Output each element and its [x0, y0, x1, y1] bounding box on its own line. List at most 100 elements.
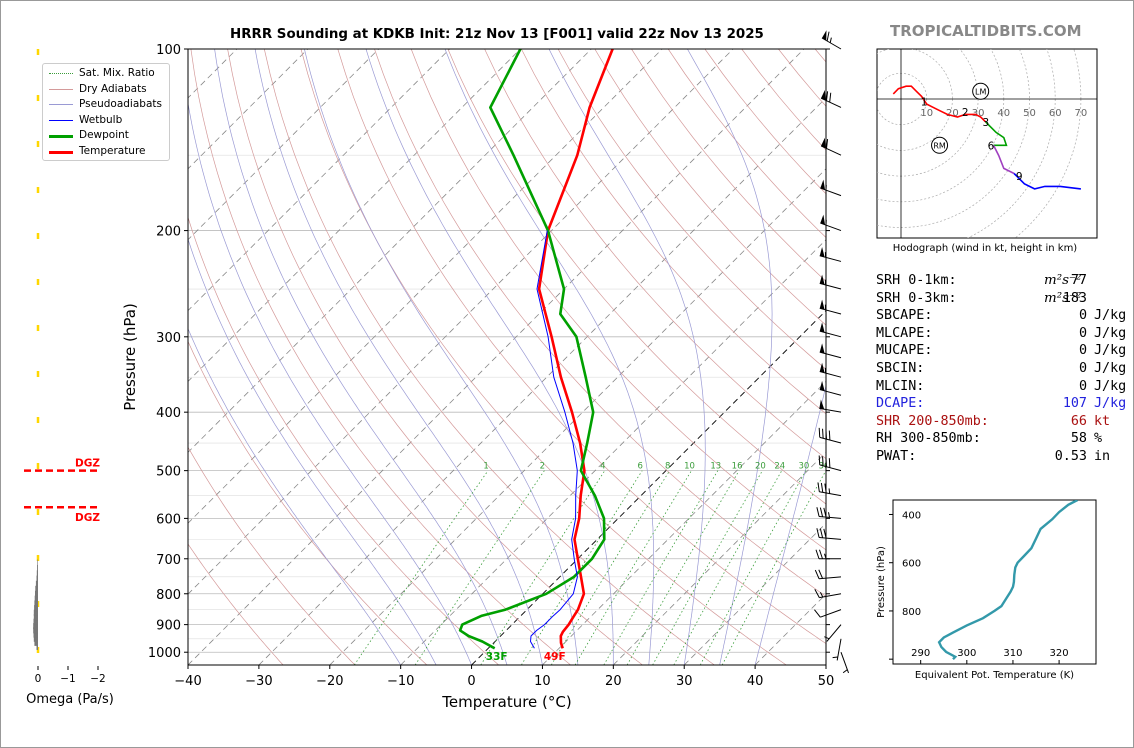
omega-bar	[34, 605, 38, 612]
barb-full	[820, 482, 824, 493]
stat-row: SBCAPE: 0 J/kg	[876, 307, 1126, 325]
barb-full	[818, 427, 821, 438]
barb-full	[816, 507, 820, 517]
mixing-ratio-line	[652, 470, 763, 665]
barb-full	[829, 92, 832, 103]
dry-adiabat	[374, 49, 826, 597]
theta-e-clip	[937, 500, 1079, 661]
barb-flag	[820, 214, 826, 225]
hodograph-segment	[1013, 172, 1081, 190]
mixing-ratio-label: 16	[732, 462, 743, 472]
isotherm-line	[188, 49, 521, 382]
wind-barb	[818, 455, 842, 472]
dry-adiabat	[227, 49, 643, 665]
profile-temperature	[537, 49, 614, 649]
y-tick-label: 600	[156, 512, 181, 527]
legend-item: Dewpoint	[47, 128, 167, 143]
mixing-ratio-label: 4	[600, 462, 605, 472]
legend-swatch	[49, 119, 73, 121]
stat-value: 58	[1070, 431, 1087, 447]
barb-flag	[819, 299, 825, 310]
legend: Sat. Mix. Ratio Dry Adiabats Pseudoadiabat…	[42, 63, 170, 161]
theta-e-x-tick-label: 320	[1050, 648, 1069, 659]
barb-shaft	[819, 464, 842, 472]
hodograph-ring-label: 60	[1049, 108, 1062, 119]
theta-e-x-tick-label: 300	[957, 648, 976, 659]
storm-motion-marker	[931, 136, 949, 154]
legend-swatch	[49, 88, 73, 90]
omega-bar	[36, 570, 38, 577]
omega-x-axis-label: Omega (Pa/s)	[26, 692, 114, 707]
barb-full	[825, 457, 828, 467]
stat-row: SRH 0-3km: 183 m²s⁻²	[876, 290, 1126, 308]
stat-label: SHR 200-850mb:	[876, 413, 989, 429]
stat-unit: m²s⁻²	[1044, 290, 1082, 306]
x-tick-label: −30	[245, 674, 272, 689]
omega-bar	[34, 595, 38, 602]
barb-shaft	[820, 187, 842, 197]
stat-row: SHR 200-850mb: 66 kt	[876, 413, 1126, 431]
dry-adiabat	[521, 49, 826, 415]
barb-full	[822, 456, 824, 466]
barb-full	[824, 483, 827, 494]
x-tick-label: 10	[534, 674, 551, 689]
y-tick-label: 700	[156, 553, 181, 568]
barb-full	[826, 31, 830, 42]
y-tick-label: 800	[156, 588, 181, 603]
stat-value: 0	[1078, 343, 1087, 359]
omega-x-tick-label: −1	[60, 673, 75, 685]
barb-full	[814, 609, 821, 618]
dry-adiabat	[263, 49, 715, 665]
barb-half	[827, 512, 831, 518]
barb-full	[818, 455, 821, 465]
barb-flag	[819, 380, 825, 391]
x-tick-label: 50	[818, 674, 835, 689]
stat-unit: J/kg	[1094, 396, 1127, 412]
barb-shaft	[840, 652, 849, 674]
hodograph-height-label: 1	[921, 97, 928, 109]
mixing-ratio-label: 2	[540, 462, 545, 472]
isotherm-line	[188, 49, 663, 524]
barb-half	[824, 553, 827, 559]
stat-label: MLCIN:	[876, 378, 925, 394]
pseudoadiabat	[754, 383, 826, 665]
theta-e-y-tick-label: 800	[902, 607, 921, 618]
stat-label: SRH 0-1km:	[876, 273, 957, 288]
theta-e-y-axis-label: Pressure (hPa)	[876, 546, 887, 618]
stat-label: RH 300-850mb:	[876, 431, 981, 447]
x-tick-label: −40	[174, 674, 201, 689]
theta-e-panel: 290 300 310 320 400 600 800 Equivalent Pot. Tem…	[876, 499, 1097, 681]
omega-bar	[33, 635, 38, 642]
wind-barb	[815, 549, 841, 560]
legend-label: Wetbulb	[79, 113, 123, 126]
pseudoadiabat	[188, 101, 472, 665]
barb-shaft	[820, 145, 842, 156]
wind-barb	[816, 507, 842, 519]
omega-x-tick-label: −2	[90, 673, 105, 685]
legend-item: Sat. Mix. Ratio	[47, 66, 167, 81]
profile-wetbulb	[530, 230, 578, 649]
wind-barb	[820, 179, 842, 197]
stat-row: MUCAPE: 0 J/kg	[876, 342, 1126, 360]
barb-full	[825, 429, 828, 440]
mixing-ratio-line	[574, 470, 692, 665]
theta-e-x-tick-label: 290	[911, 648, 930, 659]
stat-row: PWAT: 0.53 in	[876, 448, 1126, 466]
legend-item: Pseudoadiabats	[47, 97, 167, 112]
legend-swatch	[49, 73, 73, 74]
legend-label: Pseudoadiabats	[79, 98, 162, 110]
isotherm-line	[188, 49, 734, 595]
legend-label: Sat. Mix. Ratio	[79, 67, 155, 79]
omega-bar	[34, 639, 38, 646]
wind-barb	[816, 528, 842, 540]
stat-unit: J/kg	[1094, 308, 1127, 324]
barb-full	[826, 138, 829, 149]
barb-full	[816, 528, 820, 538]
barb-flag	[820, 179, 826, 190]
x-axis-label: Temperature (°C)	[441, 693, 571, 711]
skewt-profiles	[458, 49, 614, 650]
dry-adiabat	[300, 49, 787, 665]
storm-motion-marker	[972, 82, 990, 100]
wind-barb	[814, 589, 842, 599]
omega-bar	[33, 623, 38, 630]
